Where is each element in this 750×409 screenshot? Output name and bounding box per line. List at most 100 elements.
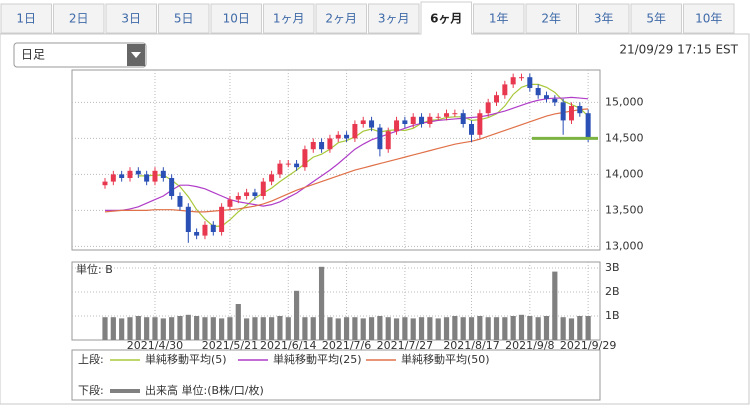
tab[interactable]	[315, 3, 367, 34]
dropdown-arrow	[131, 52, 141, 58]
volume-bar	[452, 316, 458, 340]
volume-bar	[385, 317, 391, 340]
volume-bar	[535, 317, 541, 340]
volume-bar	[227, 317, 233, 340]
tab[interactable]	[683, 3, 735, 34]
tab[interactable]	[53, 3, 105, 34]
candle-body	[202, 224, 208, 236]
candle-body	[210, 224, 216, 232]
tab-label[interactable]: 1ヶ月	[273, 12, 305, 26]
volume-bar	[310, 317, 316, 340]
volume-bar	[543, 316, 550, 340]
moving-average-line	[104, 108, 589, 213]
tab-label[interactable]: 2年	[541, 12, 561, 26]
candle-body	[543, 95, 549, 99]
candle-body	[527, 77, 533, 88]
volume-bar	[360, 318, 366, 340]
candle-body	[119, 174, 125, 178]
candle-body	[560, 102, 566, 121]
candle-body	[252, 192, 258, 196]
tab[interactable]	[263, 3, 315, 34]
volume-bar	[418, 317, 425, 340]
tab-cover	[421, 33, 471, 35]
candle-body	[568, 106, 574, 121]
candle-body	[135, 170, 141, 175]
x-tick-label: 2021/4/30	[127, 339, 183, 352]
tab[interactable]	[525, 3, 577, 34]
tab-label[interactable]: 3年	[594, 12, 614, 26]
legend-box	[71, 349, 601, 401]
candle-body	[235, 196, 241, 200]
tab-label[interactable]: 1日	[16, 12, 36, 26]
tab-label[interactable]: 2ヶ月	[325, 12, 357, 26]
tab-bar: 1日 2日 3日 5日 10日 1ヶ月 2ヶ月 3ヶ月 6ヶ月 1年 2年 3年 5年 10年	[0, 1, 735, 35]
volume-bar	[435, 318, 441, 340]
tab[interactable]	[630, 3, 682, 34]
candle-body	[344, 134, 350, 139]
candle-body	[435, 116, 441, 118]
tab-label[interactable]: 10年	[695, 12, 722, 26]
candle-body	[585, 113, 591, 139]
tab-label[interactable]: 10日	[223, 12, 250, 26]
tab-label[interactable]: 3ヶ月	[378, 12, 410, 26]
volume-bar	[485, 317, 491, 340]
tab[interactable]	[578, 3, 630, 34]
y-tick-label: 13,500	[605, 203, 644, 216]
candle-body	[410, 116, 416, 124]
dropdown-box[interactable]	[13, 42, 147, 68]
x-tick-label: 2021/5/21	[202, 339, 258, 352]
tab-selected[interactable]	[420, 1, 472, 35]
candle-body	[369, 120, 375, 128]
candle-body	[219, 206, 225, 232]
tab-label[interactable]: 2日	[69, 12, 89, 26]
tab-label[interactable]: 6ヶ月	[430, 12, 462, 26]
tab[interactable]	[210, 3, 262, 34]
volume-bar	[119, 318, 125, 340]
tab-label[interactable]: 1年	[489, 12, 509, 26]
volume-bar	[269, 317, 275, 340]
volume-bar	[102, 317, 108, 340]
candle-body	[444, 113, 450, 117]
candle-body	[535, 88, 541, 96]
volume-bar	[127, 317, 133, 340]
y-tick-label: 3B	[605, 261, 620, 274]
volume-bar	[393, 318, 400, 340]
tab[interactable]	[158, 3, 210, 34]
volume-bar	[410, 318, 416, 340]
tab[interactable]	[105, 3, 157, 34]
tab-label[interactable]: 3日	[121, 12, 141, 26]
timestamp: 21/09/29 17:15 EST	[619, 43, 738, 57]
volume-bar	[293, 290, 300, 340]
volume-bar	[244, 318, 250, 340]
volume-bar	[335, 318, 341, 340]
candle-body	[327, 138, 333, 150]
tab[interactable]	[473, 3, 525, 34]
x-tick-label: 2021/7/27	[377, 339, 433, 352]
volume-bar	[235, 304, 241, 340]
candle-body	[269, 174, 275, 182]
tab[interactable]	[368, 3, 420, 34]
legend-label: 単純移動平均(50)	[401, 352, 490, 366]
tab-label[interactable]: 5年	[646, 12, 666, 26]
volume-bar	[502, 317, 508, 340]
candle-body	[552, 98, 558, 103]
legend-label: 出来高 単位:(B株/口/枚)	[145, 383, 264, 397]
volume-bar	[477, 316, 483, 340]
legend-label: 単純移動平均(25)	[273, 352, 362, 366]
unit-label: 単位: B	[76, 262, 113, 276]
tab-label[interactable]: 5日	[174, 12, 194, 26]
tab[interactable]	[0, 3, 52, 34]
candle-body	[310, 142, 316, 150]
volume-bar	[493, 317, 500, 340]
candle-body	[352, 124, 358, 139]
dropdown-label: 日足	[21, 48, 45, 62]
volume-bar	[219, 318, 225, 340]
candle-body	[260, 181, 266, 196]
period-dropdown[interactable]: 日足	[13, 42, 147, 68]
candle-body	[385, 131, 391, 150]
candle-body	[152, 170, 158, 182]
candle-body	[302, 149, 308, 168]
